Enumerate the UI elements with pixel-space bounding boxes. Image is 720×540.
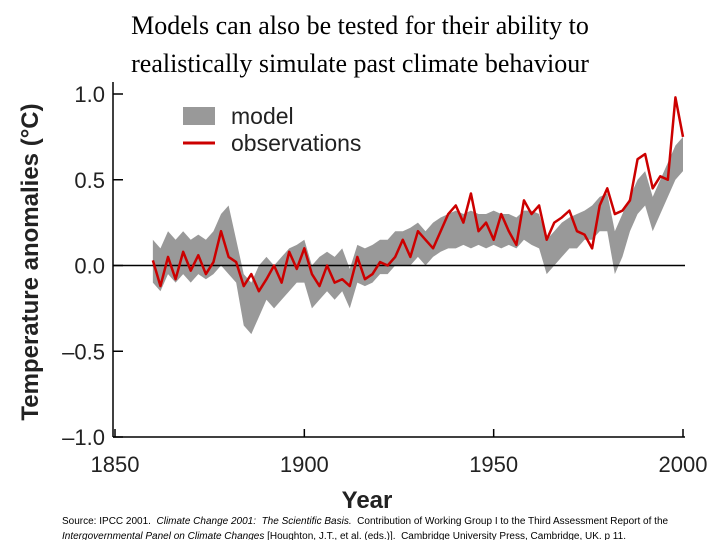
y-tick-label: 1.0 (74, 82, 105, 107)
source-text: [Houghton, J.T., et al. (eds.)]. Cambrid… (264, 531, 626, 540)
source-line: Intergovernmental Panel on Climate Chang… (62, 531, 626, 540)
source-text: Source: IPCC 2001. (62, 516, 157, 527)
source-line: Source: IPCC 2001. Climate Change 2001: … (62, 516, 669, 527)
x-tick-label: 1950 (469, 452, 518, 477)
legend-label: observations (231, 130, 361, 156)
y-tick-label: 0.0 (74, 254, 105, 279)
source-text: Contribution of Working Group I to the T… (352, 516, 669, 527)
x-tick-label: 1900 (280, 452, 329, 477)
observations-line (151, 96, 685, 293)
legend-label: model (231, 103, 294, 129)
y-axis-label: Temperature anomalies (°C) (17, 103, 44, 420)
x-axis-label: Year (342, 487, 393, 514)
slide-title: realistically simulate past climate beha… (131, 49, 589, 78)
x-tick-label: 1850 (91, 452, 140, 477)
x-tick-label: 2000 (659, 452, 708, 477)
y-tick-label: –0.5 (62, 339, 105, 364)
source-text: Climate Change 2001: The Scientific Basi… (157, 516, 352, 527)
y-tick-label: 0.5 (74, 168, 105, 193)
y-tick-label: –1.0 (62, 425, 105, 450)
source-text: Intergovernmental Panel on Climate Chang… (62, 531, 264, 540)
slide-title: Models can also be tested for their abil… (131, 11, 589, 40)
legend-swatch (183, 107, 215, 125)
